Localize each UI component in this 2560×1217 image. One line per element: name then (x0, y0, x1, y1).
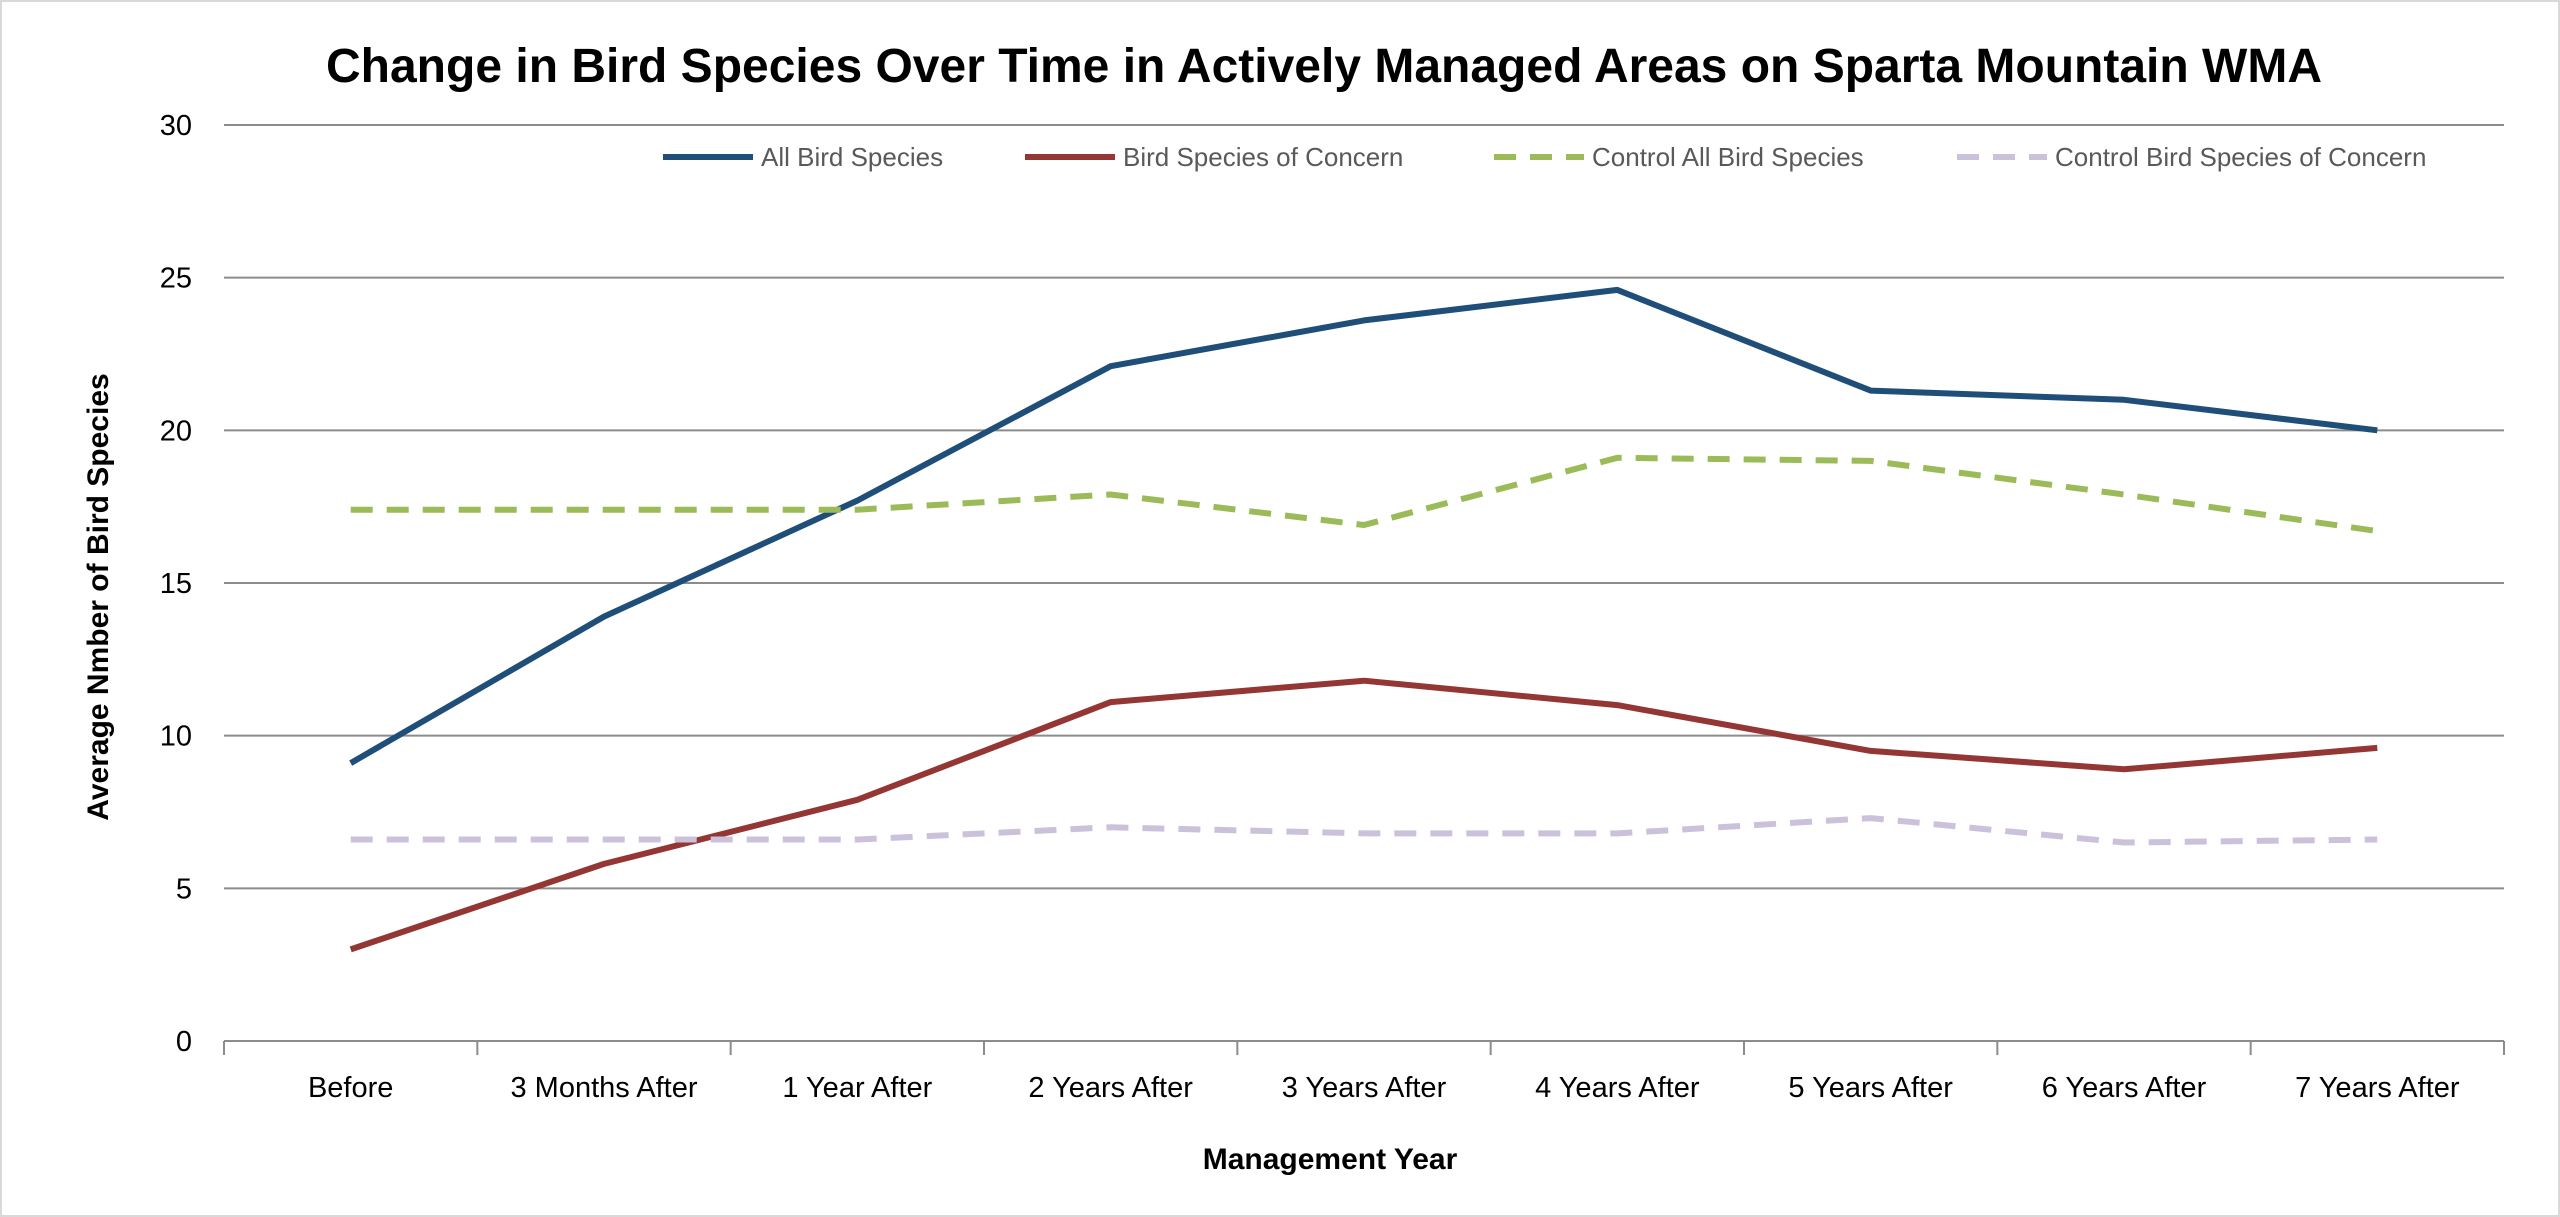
legend: All Bird Species Bird Species of Concern C… (663, 142, 2426, 172)
y-tick-label: 0 (176, 1026, 192, 1058)
y-axis-title: Average Nmber of Bird Species (82, 373, 115, 820)
y-tick-label: 10 (160, 721, 192, 753)
y-tick-label: 15 (160, 568, 192, 600)
x-tick-label: 6 Years After (2042, 1072, 2207, 1104)
y-tick-label: 30 (160, 110, 192, 142)
series-line-3 (350, 454, 2378, 535)
series-line-2 (349, 677, 2378, 953)
legend-label-4: Control Bird Species of Concern (2055, 142, 2426, 172)
x-tick-label: 3 Years After (1282, 1072, 1447, 1104)
x-tick-label: 2 Years After (1028, 1072, 1193, 1104)
legend-label-2: Bird Species of Concern (1123, 142, 1403, 172)
series-lines (349, 286, 2378, 953)
x-tick-label: 3 Months After (511, 1072, 698, 1104)
legend-label-1: All Bird Species (761, 142, 943, 172)
x-tick-label: 5 Years After (1788, 1072, 1953, 1104)
series-line-4 (350, 815, 2378, 846)
y-axis: 0 5 10 15 20 25 30 (160, 110, 192, 1058)
x-tick-label: 1 Year After (782, 1072, 932, 1104)
legend-label-3: Control All Bird Species (1592, 142, 1864, 172)
gridlines (224, 124, 2504, 890)
x-axis-title: Management Year (1203, 1143, 1458, 1176)
series-line-1 (349, 286, 2378, 766)
x-axis: Before 3 Months After 1 Year After 2 Years … (223, 1040, 2505, 1104)
y-tick-label: 5 (176, 873, 192, 905)
chart-title: Change in Bird Species Over Time in Acti… (326, 40, 2322, 93)
x-tick-label: 7 Years After (2295, 1072, 2460, 1104)
y-tick-label: 25 (160, 263, 192, 295)
x-tick-label: 4 Years After (1535, 1072, 1700, 1104)
x-tick-label: Before (308, 1072, 393, 1104)
y-tick-label: 20 (160, 415, 192, 447)
